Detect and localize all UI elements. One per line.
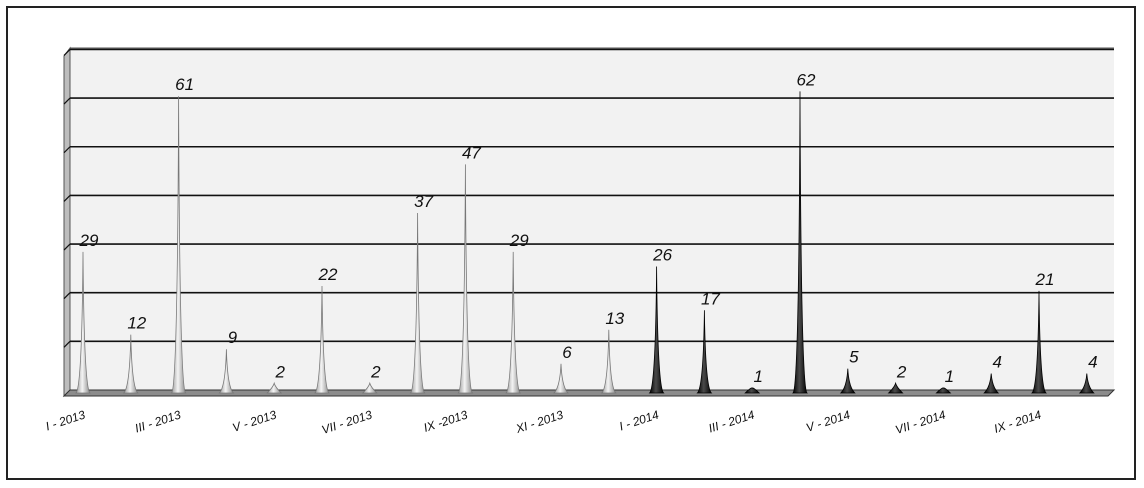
bar-vii-2013 <box>361 381 378 394</box>
data-label: 9 <box>228 328 238 347</box>
data-label: 1 <box>753 367 762 386</box>
gridline-side <box>63 97 71 105</box>
gridlines <box>63 47 1114 348</box>
bar-vi-2013 <box>314 285 330 394</box>
data-label: 29 <box>79 231 99 250</box>
bar-viii-2014 <box>983 373 1000 394</box>
bar-i-2014 <box>648 266 665 394</box>
gridline-side <box>63 340 71 348</box>
x-tick-label: VII - 2014 <box>894 407 948 436</box>
data-label: 37 <box>414 192 433 211</box>
x-tick-label: VII - 2013 <box>320 407 374 436</box>
data-label: 5 <box>849 348 859 367</box>
x-tick-label: I - 2014 <box>617 407 660 433</box>
x-tick-label: V - 2013 <box>231 407 279 434</box>
bar-x-2014 <box>1078 373 1095 394</box>
gridline-side <box>63 243 71 251</box>
data-label: 21 <box>1035 270 1055 289</box>
data-label: 22 <box>318 265 338 284</box>
bar-xii-2013 <box>600 329 617 394</box>
gridline-side <box>63 194 71 202</box>
gridline-side <box>63 292 71 300</box>
bar-x-2013 <box>505 251 522 394</box>
bar-xi-2013 <box>553 363 569 394</box>
x-tick-labels: I - 2013 III - 2013 V - 2013 VII - 2013 IX -… <box>44 407 1043 436</box>
data-label: 2 <box>274 362 285 381</box>
bar-ii-2013 <box>122 334 139 394</box>
x-tick-label: XI - 2013 <box>513 407 565 436</box>
plot-walls <box>63 46 1114 398</box>
bar-v-2013 <box>266 381 283 394</box>
data-label: 61 <box>175 75 194 94</box>
data-label: 12 <box>127 314 146 333</box>
data-label: 13 <box>605 309 624 328</box>
bar-ii-2014 <box>696 310 713 394</box>
gridline-side <box>63 146 71 154</box>
chart-frame: 29 12 61 9 2 22 2 37 47 29 6 13 26 17 1 62 5 2 1 4 21 4 I - 2… <box>6 6 1136 480</box>
bar-iii-2014 <box>744 387 761 394</box>
bar-viii-2013 <box>409 212 426 394</box>
data-label: 4 <box>992 353 1001 372</box>
x-tick-label: IX -2013 <box>422 407 470 434</box>
data-label: 1 <box>945 367 954 386</box>
data-label: 26 <box>652 246 672 265</box>
gridline-side <box>63 49 71 56</box>
data-label: 2 <box>370 362 381 381</box>
bar-vii-2014 <box>935 387 952 394</box>
data-label: 4 <box>1088 353 1097 372</box>
bar-iv-2014 <box>792 91 808 394</box>
data-label: 6 <box>562 343 572 362</box>
bar-iv-2013 <box>218 349 235 394</box>
bars <box>75 91 1095 394</box>
data-label: 17 <box>701 289 720 308</box>
data-label: 62 <box>797 70 816 89</box>
bar-vi-2014 <box>887 381 904 394</box>
back-wall <box>70 48 1114 390</box>
bar-ix-2013 <box>457 164 474 394</box>
x-tick-label: V - 2014 <box>804 407 852 434</box>
x-tick-label: IX - 2014 <box>992 407 1043 435</box>
data-label: 2 <box>896 362 907 381</box>
bar-iii-2013 <box>170 96 187 394</box>
data-label: 29 <box>509 231 529 250</box>
bar-ix-2014 <box>1031 290 1047 394</box>
x-tick-label: III - 2014 <box>707 407 757 435</box>
x-tick-label: III - 2013 <box>133 407 183 435</box>
bar-v-2014 <box>839 368 856 394</box>
bar-i-2013 <box>75 251 91 394</box>
x-tick-label: I - 2013 <box>44 407 87 433</box>
data-label: 47 <box>462 143 481 162</box>
